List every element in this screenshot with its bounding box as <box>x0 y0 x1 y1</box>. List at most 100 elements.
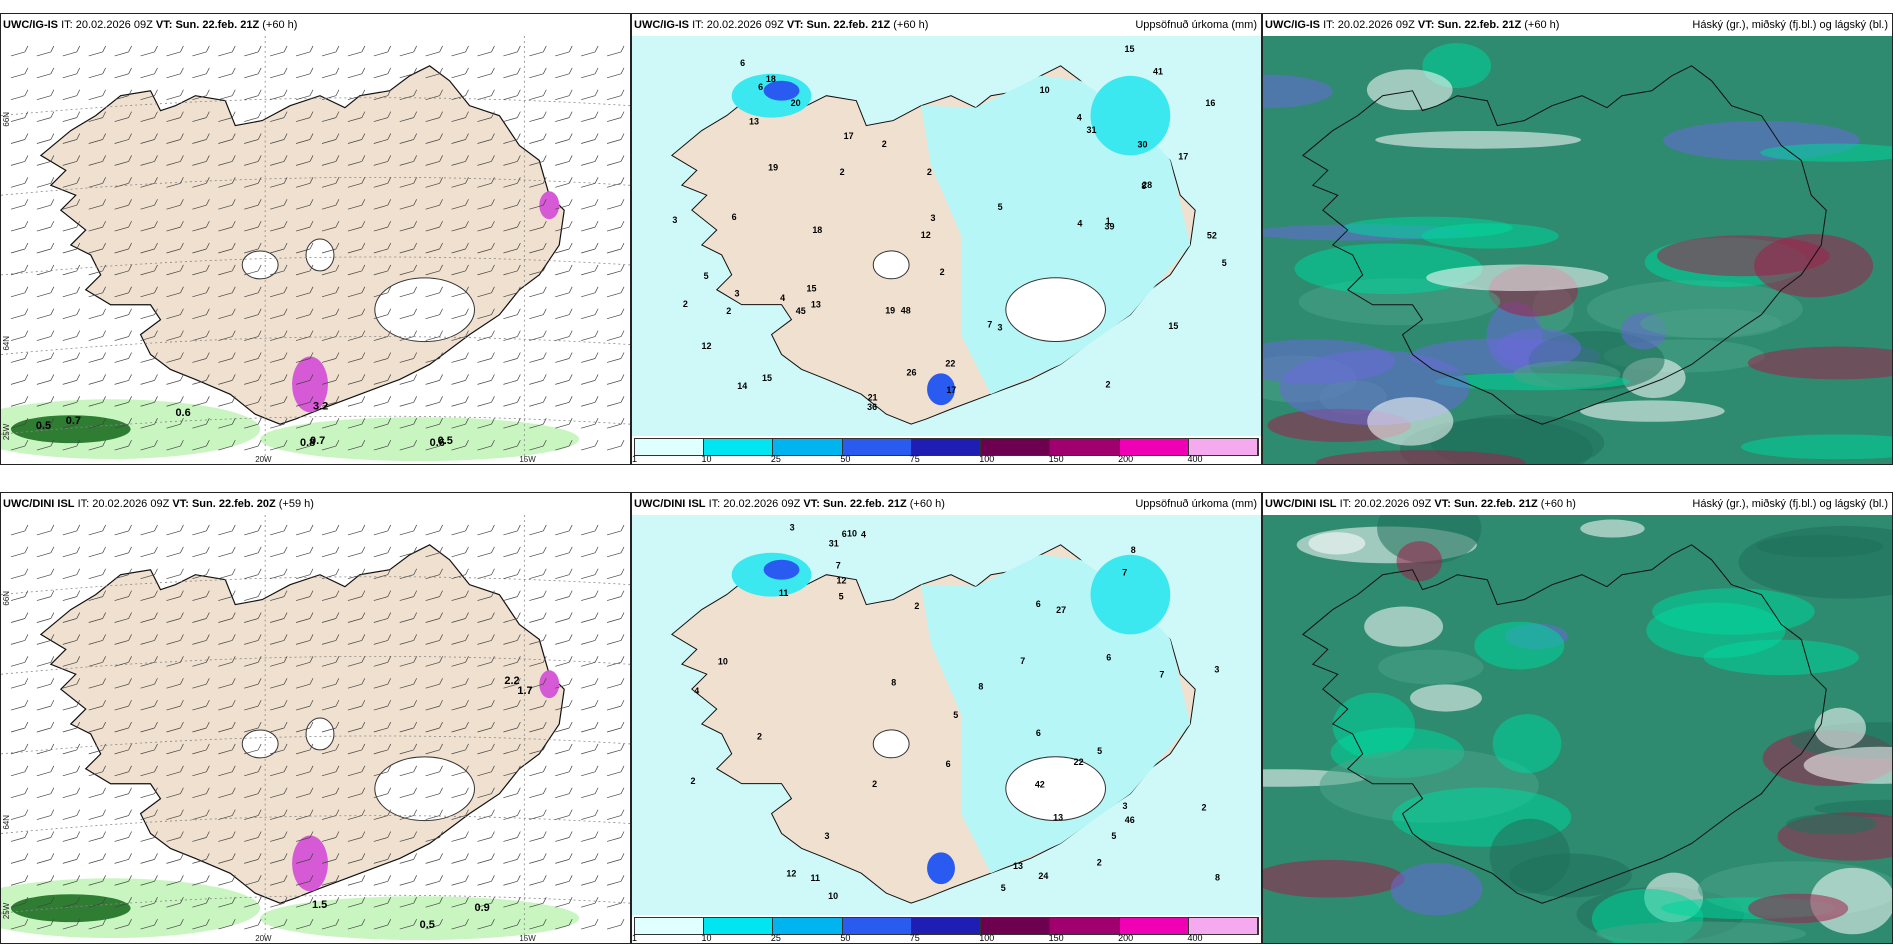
wind-barb <box>10 524 29 536</box>
wind-barb <box>36 590 55 601</box>
precip-value-label: 42 <box>1035 779 1045 789</box>
wind-barb <box>244 809 262 820</box>
wind-barb <box>166 853 184 864</box>
wind-barb <box>10 875 29 886</box>
wind-barb <box>244 787 262 799</box>
wind-barb <box>321 111 340 122</box>
panel-header: UWC/IG-IS IT: 20.02.2026 09Z VT: Sun. 22… <box>1 14 630 36</box>
wind-barb <box>36 918 55 930</box>
wind-barb <box>218 853 236 864</box>
wind-barb <box>114 787 132 799</box>
wind-barb <box>166 199 184 210</box>
wind-barb <box>218 330 236 341</box>
wind-barb <box>555 656 573 667</box>
wind-barb <box>555 524 573 536</box>
wind-barb <box>114 546 132 558</box>
cloud-area <box>1814 707 1866 749</box>
wind-barb <box>114 765 132 777</box>
wind-barb <box>114 352 132 363</box>
precip-area <box>927 852 955 885</box>
precip-value-label: 13 <box>1053 812 1063 822</box>
wind-barb <box>62 875 81 886</box>
wind-barb <box>321 308 340 320</box>
legend-tick-label: 150 <box>1048 454 1064 464</box>
wind-barb <box>606 809 625 820</box>
wind-barb <box>192 133 210 144</box>
wind-barb <box>36 330 55 341</box>
wind-barb <box>321 831 340 842</box>
wind-barb <box>166 177 184 188</box>
cloud-map[interactable] <box>1263 36 1892 464</box>
wind-barb <box>529 155 547 166</box>
wind-barb <box>192 765 210 777</box>
precip-value-label: 31 <box>829 538 839 548</box>
wind-barb <box>62 286 81 298</box>
cloud-area <box>1756 535 1884 558</box>
wind-barb <box>606 678 625 689</box>
wind-barb <box>295 875 314 886</box>
wind-barb <box>477 374 495 385</box>
precip-value-label: 21 <box>868 392 878 402</box>
wind-barb <box>477 897 495 908</box>
wind-barb <box>295 897 314 908</box>
precip-maximum <box>292 356 328 413</box>
panel-title: Háský (gr.), miðský (fj.bl.) og lágský (… <box>1692 498 1888 510</box>
wind-barb <box>114 220 132 232</box>
wind-barb <box>166 220 184 232</box>
wind-barb <box>270 264 288 276</box>
wind-barb <box>477 330 495 341</box>
wind-barb <box>36 111 55 122</box>
wind-barb <box>218 220 236 232</box>
wind-barb <box>555 678 573 689</box>
wind-map[interactable]: 66N 64N 25W 20W 15W 0.5 0.9 1.5 2.2 1.7 <box>1 515 630 943</box>
wind-barb <box>62 264 81 276</box>
wind-barb <box>581 396 599 407</box>
wind-barb <box>529 45 547 57</box>
precip-value-label: 7 <box>836 561 841 571</box>
wind-barb <box>606 721 625 733</box>
precip-map[interactable]: 2 2 6 13 11 42 46 10 7 2 2 2 4 5 3 3 8 6 5 7 12 10 11 27 22 31 3 4 6… <box>632 515 1261 915</box>
wind-barb <box>425 897 443 908</box>
wind-barb <box>88 721 106 733</box>
precip-value-label: 19 <box>768 162 778 172</box>
wind-barb <box>295 765 314 777</box>
panel-precip-ig: UWC/IG-IS IT: 20.02.2026 09Z VT: Sun. 22… <box>631 13 1262 465</box>
precip-area <box>10 894 131 923</box>
wind-barb <box>88 89 106 101</box>
wind-barb <box>218 546 236 558</box>
wind-map[interactable]: 66N 64N 25W 20W 15W 0.5 0.7 0.6 0.8 0.7 0.6 0.5 3.2 <box>1 36 630 464</box>
wind-barb <box>529 264 547 276</box>
cloud-area <box>1263 74 1333 109</box>
wind-barb <box>218 396 236 407</box>
wind-barb <box>10 177 29 188</box>
wind-barb <box>10 612 29 623</box>
wind-barb <box>192 656 210 667</box>
wind-barb <box>399 853 417 864</box>
precip-map[interactable]: 4 2 1 2 22 2 12 4 48 52 45 20 21 17 14 16 3 2 6 5 7 13 15 39 19 1… <box>632 36 1261 436</box>
wind-barb <box>192 875 210 886</box>
wind-barb <box>321 546 340 558</box>
wind-barb <box>321 787 340 799</box>
wind-barb <box>606 524 625 536</box>
wind-barb <box>503 634 521 645</box>
wind-barb <box>36 612 55 623</box>
wind-barb <box>503 524 521 536</box>
wind-barb <box>477 612 495 623</box>
wind-barb <box>503 743 521 755</box>
wind-barb <box>321 439 340 451</box>
wind-barb <box>88 264 106 276</box>
wind-barb <box>62 308 81 320</box>
wind-barb <box>347 875 366 886</box>
wind-barb <box>140 590 158 601</box>
cloud-map[interactable] <box>1263 515 1892 943</box>
wind-barb <box>373 89 392 101</box>
wind-barb <box>114 330 132 341</box>
panel-cloud-dini: UWC/DINI ISL IT: 20.02.2026 09Z VT: Sun.… <box>1262 492 1893 944</box>
wind-barb <box>36 199 55 210</box>
wind-barb <box>88 220 106 232</box>
wind-barb <box>451 89 469 101</box>
wind-barb <box>503 853 521 864</box>
wind-barb <box>114 45 132 57</box>
wind-barb <box>166 264 184 276</box>
cloud-area <box>1308 532 1366 555</box>
